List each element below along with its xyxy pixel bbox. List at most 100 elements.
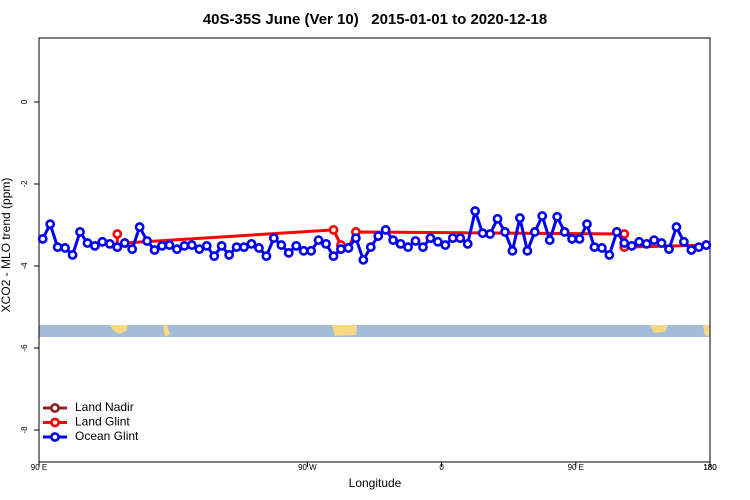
point bbox=[507, 245, 518, 256]
point bbox=[529, 227, 540, 237]
y-axis-label: XCO2 - MLO trend (ppm) bbox=[0, 178, 13, 313]
x-tick-label: 180 bbox=[703, 463, 717, 472]
y-tick-label: -4 bbox=[20, 262, 29, 270]
point bbox=[664, 244, 674, 255]
x-tick-label: 90 E bbox=[568, 463, 584, 472]
point bbox=[567, 234, 577, 244]
point bbox=[619, 229, 630, 239]
point bbox=[679, 236, 689, 247]
point bbox=[485, 229, 495, 239]
point bbox=[37, 234, 48, 244]
point bbox=[194, 244, 205, 255]
point bbox=[574, 234, 585, 244]
point bbox=[656, 238, 667, 248]
point bbox=[634, 236, 645, 247]
point bbox=[283, 247, 294, 258]
point bbox=[380, 225, 391, 235]
point bbox=[298, 245, 309, 256]
x-axis-label: Longitude bbox=[349, 476, 402, 490]
point bbox=[418, 242, 428, 253]
point bbox=[432, 236, 443, 247]
map-strip bbox=[39, 325, 710, 337]
point bbox=[492, 213, 503, 224]
point bbox=[440, 240, 451, 250]
point bbox=[649, 235, 659, 246]
ocean-band bbox=[39, 325, 710, 337]
y-tick-label: 0 bbox=[20, 99, 29, 104]
land bbox=[332, 325, 357, 336]
point bbox=[104, 238, 115, 249]
point bbox=[201, 240, 212, 251]
point bbox=[395, 238, 406, 249]
chart-title: 40S-35S June (Ver 10) 2015-01-01 to 2020… bbox=[203, 11, 547, 28]
point bbox=[343, 243, 354, 253]
land bbox=[703, 325, 710, 337]
point bbox=[45, 219, 56, 230]
point bbox=[358, 254, 369, 265]
point bbox=[604, 250, 615, 260]
point bbox=[261, 251, 272, 262]
point bbox=[582, 219, 592, 230]
point bbox=[537, 211, 548, 221]
point bbox=[268, 233, 279, 244]
point bbox=[186, 240, 197, 250]
y-tick-label: -2 bbox=[20, 180, 29, 188]
point bbox=[60, 243, 70, 253]
point bbox=[321, 238, 331, 249]
point bbox=[619, 238, 630, 248]
point bbox=[552, 211, 563, 222]
point bbox=[522, 245, 533, 256]
point bbox=[97, 236, 108, 247]
y-tick-label: -8 bbox=[20, 426, 29, 434]
point bbox=[90, 240, 100, 251]
point bbox=[179, 240, 190, 251]
y-tick-label: -6 bbox=[20, 344, 29, 352]
point bbox=[291, 240, 302, 251]
point bbox=[388, 235, 399, 246]
point bbox=[306, 245, 317, 256]
point bbox=[246, 238, 257, 249]
point bbox=[641, 238, 652, 249]
point bbox=[157, 240, 167, 251]
x-tick-label: 0 bbox=[439, 463, 444, 472]
point bbox=[164, 240, 175, 250]
point bbox=[455, 233, 466, 244]
point bbox=[470, 206, 481, 216]
point bbox=[477, 228, 488, 239]
point bbox=[425, 233, 436, 244]
point bbox=[112, 229, 123, 239]
x-tick-label: 90 W bbox=[298, 463, 317, 472]
point bbox=[596, 243, 607, 253]
legend-label: Ocean Glint bbox=[75, 429, 139, 443]
point bbox=[693, 242, 704, 253]
land bbox=[650, 325, 668, 333]
point bbox=[671, 222, 682, 232]
point bbox=[82, 238, 93, 248]
legend-label: Land Nadir bbox=[75, 400, 134, 414]
point bbox=[544, 235, 555, 246]
point bbox=[127, 244, 138, 255]
point bbox=[119, 238, 130, 248]
point bbox=[514, 213, 525, 223]
plot-frame bbox=[38, 37, 711, 463]
point bbox=[112, 242, 123, 253]
legend-label: Land Glint bbox=[75, 415, 130, 429]
point bbox=[142, 236, 153, 246]
point bbox=[365, 242, 376, 253]
point bbox=[701, 240, 712, 250]
point bbox=[149, 245, 160, 255]
point bbox=[75, 227, 85, 237]
point bbox=[410, 236, 421, 246]
point bbox=[686, 245, 697, 255]
point bbox=[276, 240, 287, 250]
point bbox=[626, 240, 637, 251]
point bbox=[589, 242, 600, 253]
legend-marker bbox=[50, 432, 60, 442]
point bbox=[500, 227, 510, 237]
point bbox=[328, 251, 339, 262]
point bbox=[611, 227, 622, 237]
point bbox=[239, 242, 249, 253]
legend-marker bbox=[50, 403, 60, 413]
point bbox=[134, 222, 145, 232]
point bbox=[336, 244, 346, 255]
